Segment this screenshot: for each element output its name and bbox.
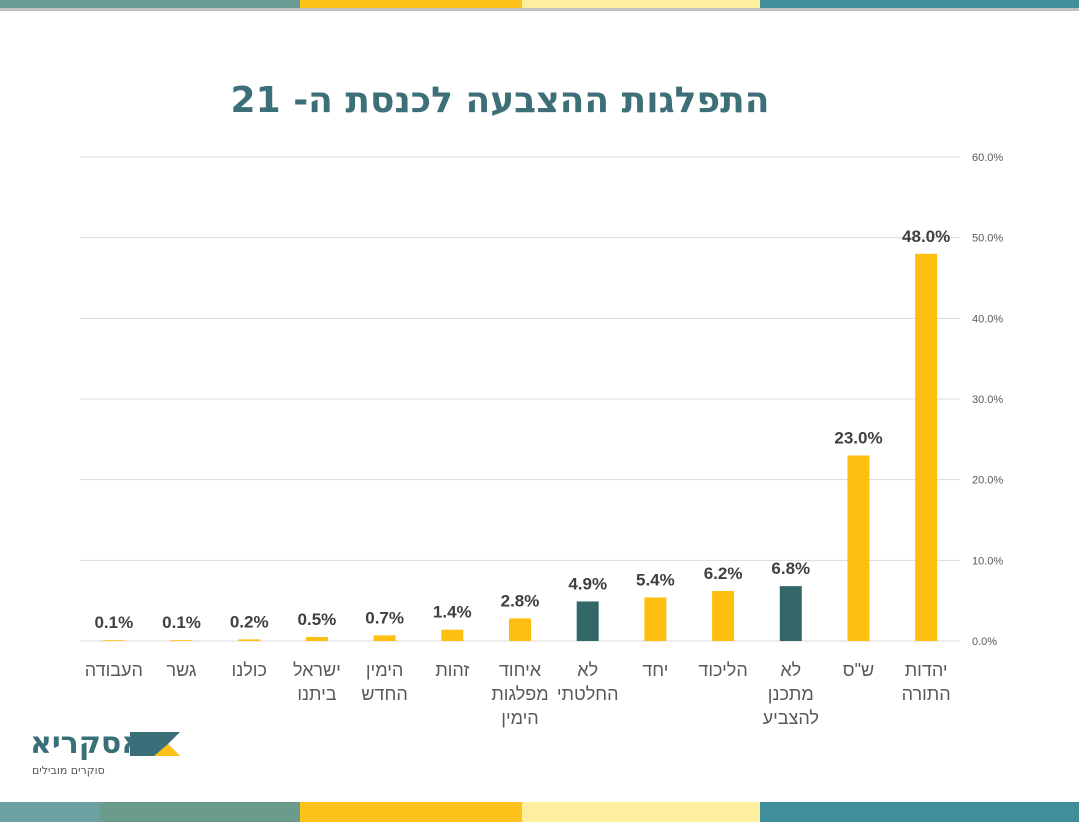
bar: [373, 635, 396, 641]
x-tick-label: ביתנו: [297, 684, 336, 704]
x-tick-label: לא: [780, 660, 801, 680]
bar: [305, 636, 328, 641]
x-tick-label: מתכנן: [768, 684, 814, 704]
x-tick-label: לא: [577, 660, 598, 680]
x-tick-label: יחד: [642, 660, 668, 680]
chart-title: התפלגות ההצבעה לכנסת ה- 21: [230, 80, 770, 121]
bar: [102, 640, 125, 641]
data-label: 4.9%: [568, 574, 607, 593]
y-tick-label: 10.0%: [972, 555, 1003, 567]
y-tick-label: 60.0%: [972, 152, 1003, 164]
bar: [441, 629, 464, 641]
bar: [170, 640, 193, 641]
x-tick-label: גשר: [167, 660, 197, 680]
bar: [644, 597, 667, 641]
data-label: 0.1%: [162, 613, 201, 632]
logo-name: אסקריא: [30, 726, 144, 761]
x-tick-label: איחוד: [499, 660, 542, 680]
bar: [509, 618, 531, 641]
y-tick-label: 40.0%: [972, 313, 1003, 325]
data-label: 6.8%: [771, 559, 810, 578]
x-tick-label: התורה: [902, 684, 951, 704]
data-label: 0.5%: [298, 610, 337, 629]
data-label: 0.2%: [230, 612, 269, 631]
x-tick-label: הימין: [366, 660, 403, 680]
data-label: 6.2%: [704, 564, 743, 583]
data-label: 1.4%: [433, 603, 472, 622]
logo: אסקריא סוקרים מובילים: [30, 728, 190, 784]
logo-mark-icon: [130, 732, 180, 756]
x-tick-label: ש"ס: [843, 660, 874, 680]
data-label: 2.8%: [501, 591, 540, 610]
bar: [712, 590, 735, 641]
data-label: 48.0%: [902, 227, 950, 246]
data-label: 0.1%: [94, 613, 133, 632]
x-tick-label: ישראל: [293, 660, 341, 680]
x-tick-label: החלטתי: [557, 684, 619, 704]
logo-tagline: סוקרים מובילים: [32, 764, 105, 777]
bar: [779, 586, 802, 641]
x-tick-label: העבודה: [85, 660, 143, 680]
x-tick-label: הימין: [501, 708, 538, 728]
data-label: 0.7%: [365, 608, 404, 627]
data-label: 5.4%: [636, 570, 675, 589]
bar: [238, 639, 261, 641]
bar: [915, 253, 938, 642]
y-tick-label: 20.0%: [972, 475, 1003, 487]
x-tick-label: יהדות: [905, 660, 948, 680]
bottom-decor-strip: [0, 802, 1079, 822]
data-label: 23.0%: [834, 428, 882, 447]
x-tick-label: כולנו: [232, 660, 267, 680]
top-decor-strip: [0, 0, 1079, 11]
y-tick-label: 50.0%: [972, 233, 1003, 245]
y-tick-label: 0.0%: [972, 636, 997, 648]
x-tick-label: החדש: [361, 684, 407, 704]
x-tick-label: זהות: [435, 660, 469, 680]
y-tick-label: 30.0%: [972, 394, 1003, 406]
x-tick-label: מפלגות: [491, 684, 548, 704]
x-tick-label: הליכוד: [698, 660, 747, 680]
bar: [576, 601, 599, 641]
x-tick-label: להצביע: [763, 708, 819, 728]
bar: [847, 455, 870, 641]
